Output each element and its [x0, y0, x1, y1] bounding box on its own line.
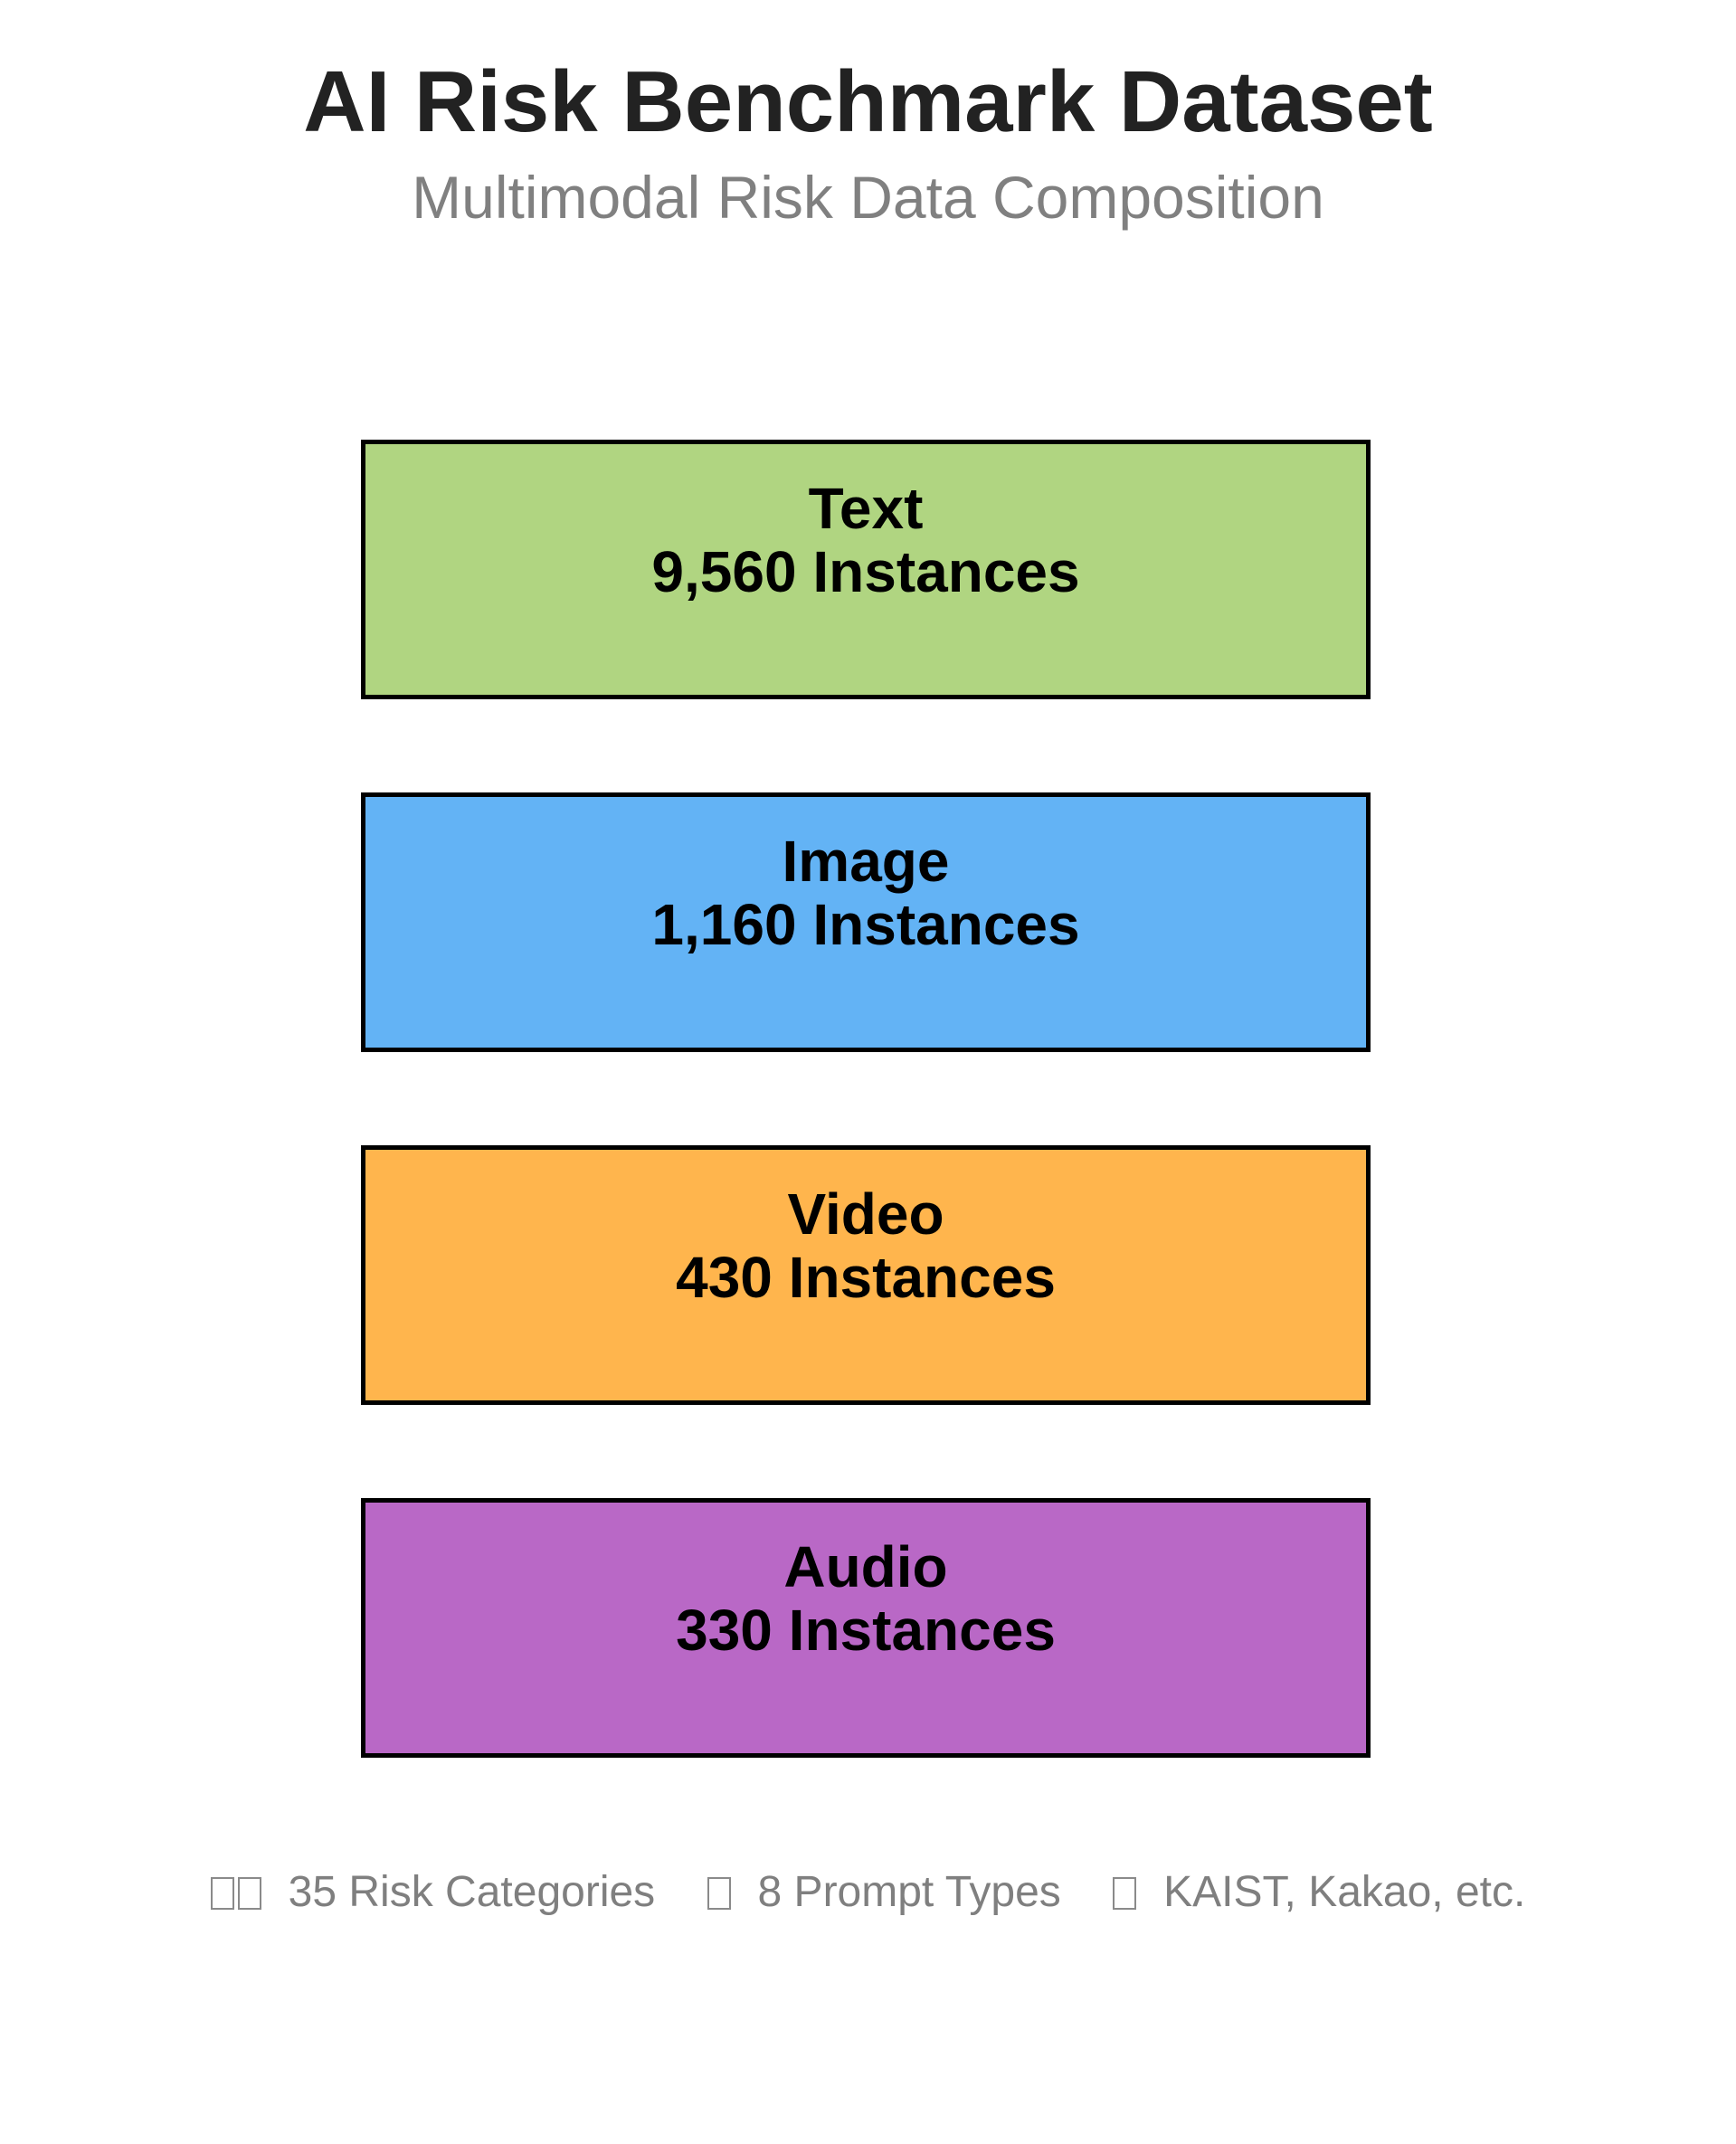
footer-label: KAIST, Kakao, etc.	[1163, 1868, 1526, 1916]
modality-count: 430 Instances	[676, 1245, 1056, 1310]
footer-item-prompt-types: 8 Prompt Types	[707, 1865, 1061, 1920]
missing-glyph-icon	[707, 1865, 735, 1920]
modality-box-video: Video 430 Instances	[361, 1145, 1371, 1405]
modality-name: Video	[787, 1181, 944, 1247]
footer-item-institutions: KAIST, Kakao, etc.	[1113, 1865, 1525, 1920]
modality-box-text: Text 9,560 Instances	[361, 440, 1371, 699]
modality-name: Audio	[783, 1534, 948, 1599]
footer-label: 35 Risk Categories	[288, 1868, 656, 1916]
footer-item-risk-categories: 35 Risk Categories	[210, 1865, 656, 1920]
modality-name: Image	[782, 829, 950, 894]
page-title: AI Risk Benchmark Dataset	[303, 53, 1433, 150]
modality-box-audio: Audio 330 Instances	[361, 1498, 1371, 1758]
missing-glyph-icon	[210, 1865, 265, 1920]
footer-stats: 35 Risk Categories 8 Prompt Types KAIST,…	[0, 1865, 1736, 1920]
modality-box-image: Image 1,160 Instances	[361, 792, 1371, 1052]
missing-glyph-icon	[1113, 1865, 1140, 1920]
modality-count: 9,560 Instances	[651, 539, 1080, 604]
page-subtitle: Multimodal Risk Data Composition	[412, 164, 1324, 231]
footer-label: 8 Prompt Types	[757, 1868, 1061, 1916]
modality-count: 1,160 Instances	[651, 892, 1080, 957]
modality-count: 330 Instances	[676, 1598, 1056, 1663]
modality-name: Text	[808, 476, 924, 541]
